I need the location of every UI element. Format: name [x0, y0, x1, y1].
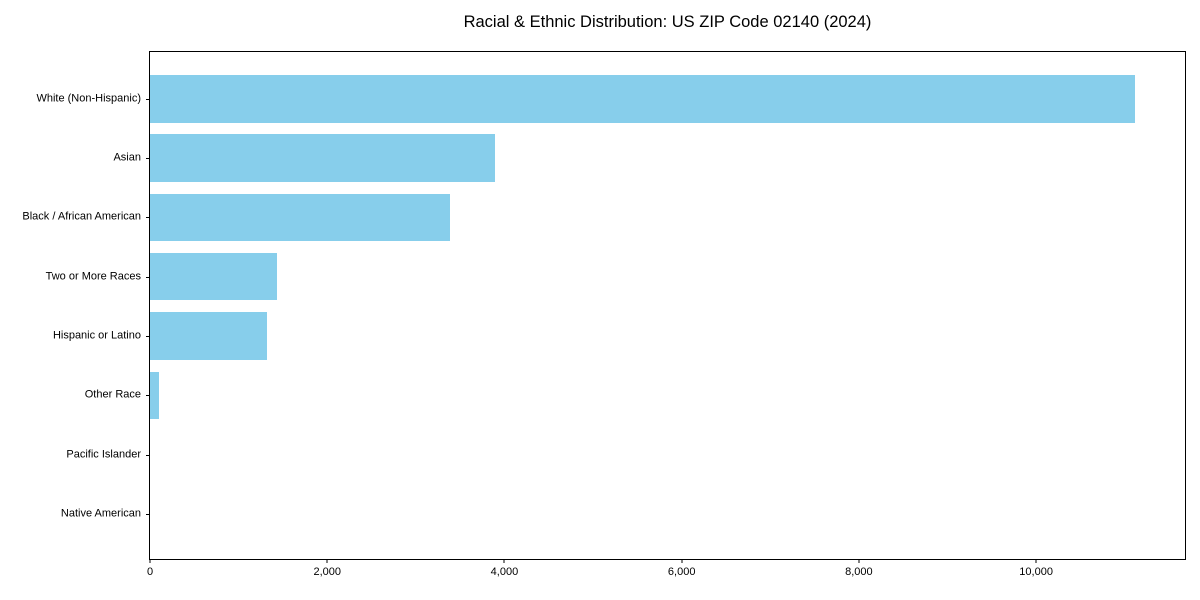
xtick-mark [326, 559, 328, 563]
ytick-label-native-american: Native American [60, 507, 141, 520]
ytick-label-two-or-more-races: Two or More Races [45, 270, 141, 283]
ytick-mark [146, 454, 150, 456]
ytick-label-pacific-islander: Pacific Islander [66, 448, 141, 461]
ytick-mark [146, 513, 150, 515]
xtick-label-0: 0 [146, 566, 154, 578]
xtick-label-6-000: 6,000 [667, 566, 696, 578]
ytick-label-black-african-american: Black / African American [22, 210, 141, 223]
ytick-mark [146, 276, 150, 278]
xtick-mark [1035, 559, 1037, 563]
ytick-mark [146, 335, 150, 337]
bar-hispanic-or-latino [150, 312, 267, 360]
plot-area: White (Non-Hispanic) Asian Black / African… [22, 51, 1186, 578]
ytick-label-hispanic-or-latino: Hispanic or Latino [52, 329, 141, 342]
bar-black-african-american [150, 193, 450, 242]
ytick-label-asian: Asian [113, 151, 141, 164]
ytick-mark [146, 158, 150, 160]
chart-title: Racial & Ethnic Distribution: US ZIP Cod… [463, 13, 872, 31]
xtick-mark [858, 559, 860, 563]
xtick-label-2-000: 2,000 [313, 566, 341, 578]
xtick-mark [503, 559, 505, 563]
xtick-mark [149, 559, 151, 563]
bar-white-non-hispanic [150, 75, 1136, 123]
ytick-mark [146, 98, 150, 100]
ytick-label-other-race: Other Race [84, 388, 141, 401]
xtick-label-4-000: 4,000 [490, 566, 519, 578]
xtick-label-8-000: 8,000 [845, 566, 873, 578]
bar-two-or-more-races [150, 252, 277, 301]
xtick-mark [681, 559, 683, 563]
ytick-mark [146, 217, 150, 219]
bar-other-race [150, 371, 159, 419]
bar-asian [150, 134, 495, 182]
ytick-label-white-non-hispanic: White (Non-Hispanic) [36, 92, 141, 105]
ytick-mark [146, 395, 150, 397]
xtick-label-10-000: 10,000 [1019, 566, 1053, 578]
